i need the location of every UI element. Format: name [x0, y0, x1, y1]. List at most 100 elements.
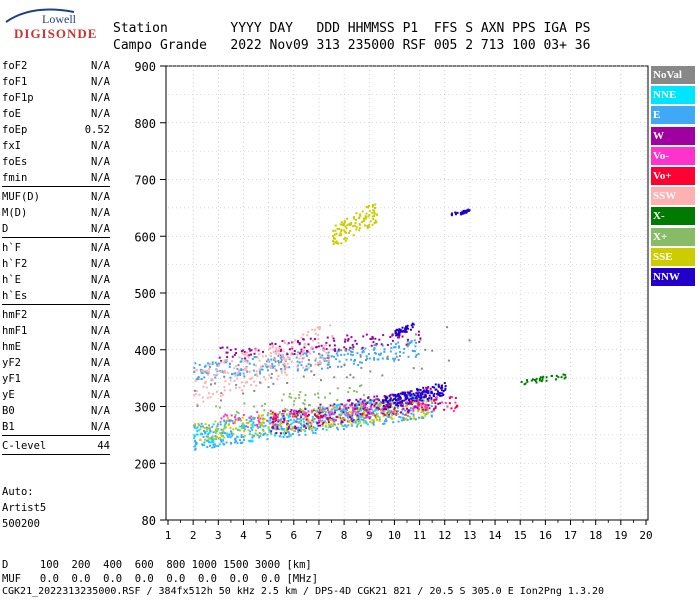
- data-point: [419, 392, 422, 395]
- data-point: [372, 348, 375, 351]
- data-point: [395, 413, 398, 416]
- data-point: [271, 421, 274, 424]
- data-point: [562, 373, 565, 376]
- data-point: [355, 407, 358, 410]
- data-point: [242, 372, 245, 375]
- x-tick-label: 7: [316, 529, 323, 542]
- data-point: [418, 402, 421, 405]
- data-point: [305, 351, 308, 354]
- data-point: [217, 364, 220, 367]
- data-point: [279, 421, 282, 424]
- data-point: [260, 422, 263, 425]
- data-point: [240, 381, 243, 384]
- data-point: [232, 428, 235, 431]
- data-point: [336, 227, 339, 230]
- data-point: [299, 408, 302, 411]
- data-point: [440, 384, 443, 387]
- data-point: [353, 360, 356, 363]
- data-point: [381, 400, 384, 403]
- data-point: [245, 425, 248, 428]
- data-point: [243, 430, 246, 433]
- data-point: [388, 394, 391, 397]
- data-point: [318, 360, 321, 363]
- data-point: [325, 341, 328, 344]
- data-point: [340, 353, 343, 356]
- data-point: [336, 350, 339, 353]
- data-point: [283, 365, 286, 368]
- data-point: [327, 426, 330, 429]
- data-point: [431, 385, 434, 388]
- data-point: [268, 422, 271, 425]
- data-point: [364, 405, 367, 408]
- data-point: [353, 389, 356, 392]
- data-point: [343, 419, 346, 422]
- data-point: [215, 405, 218, 408]
- data-point: [426, 390, 429, 393]
- data-point: [427, 386, 430, 389]
- data-point: [277, 364, 280, 367]
- data-point: [374, 351, 377, 354]
- data-point: [307, 420, 310, 423]
- data-point: [269, 418, 272, 421]
- data-point: [201, 396, 204, 399]
- data-point: [220, 433, 223, 436]
- data-point: [249, 378, 252, 381]
- data-point: [297, 364, 300, 367]
- data-point: [236, 442, 239, 445]
- data-point: [283, 362, 286, 365]
- data-point: [468, 209, 471, 212]
- data-point: [216, 390, 219, 393]
- data-point: [215, 427, 218, 430]
- data-point: [324, 415, 327, 418]
- data-point: [393, 359, 396, 362]
- data-point: [402, 407, 405, 410]
- data-point: [432, 409, 435, 412]
- data-point: [414, 397, 417, 400]
- data-point: [274, 414, 277, 417]
- data-point: [311, 419, 314, 422]
- data-point: [368, 353, 371, 356]
- data-point: [333, 339, 336, 342]
- data-point: [318, 326, 321, 329]
- data-point: [325, 351, 328, 354]
- data-point: [384, 397, 387, 400]
- param-name: B0: [2, 405, 15, 417]
- data-point: [229, 389, 232, 392]
- data-point: [287, 424, 290, 427]
- data-point: [347, 424, 350, 427]
- data-point: [425, 400, 428, 403]
- data-point: [411, 349, 414, 352]
- data-point: [284, 341, 287, 344]
- data-point: [343, 346, 346, 349]
- data-point: [396, 403, 399, 406]
- data-point: [271, 423, 274, 426]
- data-point: [359, 353, 362, 356]
- data-point: [397, 404, 400, 407]
- data-point: [456, 211, 459, 214]
- data-point: [328, 355, 331, 358]
- data-point: [193, 424, 196, 427]
- data-point: [542, 375, 545, 378]
- data-point: [317, 334, 320, 337]
- param-row: yF1 N/A: [2, 371, 110, 387]
- data-point: [291, 415, 294, 418]
- data-point: [314, 332, 317, 335]
- data-point: [323, 350, 326, 353]
- data-point: [194, 379, 197, 382]
- param-name: C-level: [2, 440, 47, 452]
- data-point: [335, 426, 338, 429]
- data-point: [464, 211, 467, 214]
- data-point: [193, 439, 196, 442]
- data-point: [534, 379, 537, 382]
- data-point: [270, 376, 273, 379]
- data-point: [349, 223, 352, 226]
- data-point: [270, 430, 273, 433]
- data-point: [441, 386, 444, 389]
- data-point: [312, 426, 315, 429]
- data-point: [354, 413, 357, 416]
- data-point: [370, 401, 373, 404]
- data-point: [229, 376, 232, 379]
- data-point: [335, 358, 338, 361]
- param-row: C-level 44: [2, 438, 110, 454]
